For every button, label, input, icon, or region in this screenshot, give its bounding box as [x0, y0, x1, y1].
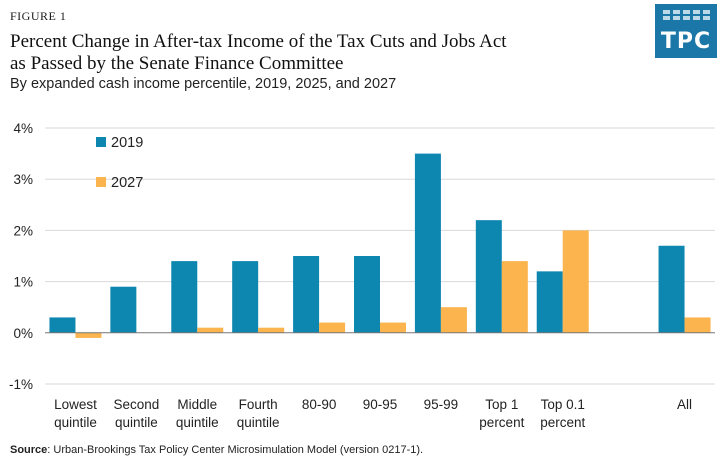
x-category-label: All — [677, 397, 692, 412]
legend-swatch-2027 — [96, 177, 106, 187]
bar-2019 — [536, 271, 563, 333]
y-tick-label: 0% — [13, 326, 33, 341]
chart-title-line1: Percent Change in After-tax Income of th… — [10, 31, 507, 52]
chart-subtitle: By expanded cash income percentile, 2019… — [10, 76, 397, 92]
x-category-label: Top 0.1 — [541, 397, 585, 412]
bar-2019 — [354, 256, 380, 333]
x-category-label: percent — [479, 415, 524, 430]
legend-label: 2019 — [111, 135, 143, 151]
bar-2027 — [501, 261, 528, 333]
bar-2019 — [293, 256, 320, 333]
bar-2027 — [440, 307, 467, 333]
x-category-label: Fourth — [239, 397, 278, 412]
y-tick-label: 1% — [13, 275, 33, 290]
logo-text: TPC — [660, 29, 712, 54]
chart-title-line2: as Passed by the Senate Finance Committe… — [10, 53, 344, 74]
x-category-label: 95-99 — [424, 397, 459, 412]
bar-2019 — [232, 261, 259, 333]
source-text: : Urban-Brookings Tax Policy Center Micr… — [47, 444, 424, 456]
source-label: Source — [10, 444, 48, 456]
legend-label: 2027 — [111, 175, 143, 191]
logo-grid-icon — [663, 10, 711, 24]
x-category-label: 80-90 — [302, 397, 337, 412]
bar-2019 — [414, 153, 441, 333]
x-category-label: percent — [540, 415, 585, 430]
bar-2019 — [658, 245, 685, 333]
x-category-label: Top 1 — [485, 397, 518, 412]
x-category-label: quintile — [176, 415, 219, 430]
legend-swatch-2019 — [96, 137, 106, 147]
bar-2027 — [319, 322, 346, 333]
bar-2027 — [380, 322, 406, 333]
bar-2027 — [684, 317, 711, 333]
x-category-label: quintile — [54, 415, 97, 430]
y-tick-label: -1% — [9, 377, 33, 392]
y-tick-label: 4% — [13, 121, 33, 136]
bar-2027 — [75, 332, 102, 338]
x-category-label: quintile — [115, 415, 158, 430]
chart-title: Percent Change in After-tax Income of th… — [10, 31, 640, 75]
bar-2027 — [562, 230, 589, 333]
bar-2027 — [197, 327, 224, 333]
bar-2019 — [110, 286, 137, 333]
source-note: Source: Urban-Brookings Tax Policy Cente… — [10, 444, 423, 456]
figure-label: FIGURE 1 — [10, 9, 67, 23]
x-category-label: quintile — [237, 415, 280, 430]
x-category-label: Lowest — [54, 397, 97, 412]
tpc-logo: TPC — [655, 4, 717, 58]
y-tick-label: 2% — [13, 223, 33, 238]
y-tick-label: 3% — [13, 172, 33, 187]
bar-2019 — [171, 261, 198, 333]
bar-2019 — [49, 317, 76, 333]
bar-2019 — [475, 220, 502, 333]
x-category-label: Middle — [177, 397, 217, 412]
x-category-label: 90-95 — [363, 397, 398, 412]
x-category-label: Second — [113, 397, 159, 412]
bar-chart: 4% 3% 2% 1% 0% -1% Lowest quintile Second quintil… — [9, 121, 715, 430]
bar-2027 — [258, 327, 285, 333]
